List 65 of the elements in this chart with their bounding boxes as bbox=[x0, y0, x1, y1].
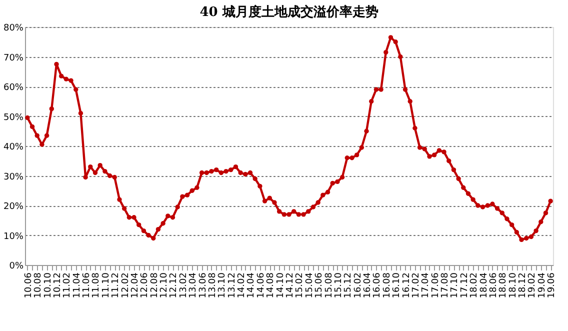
x-tick-label: 14.04 bbox=[246, 272, 257, 298]
x-tick-label: 13.04 bbox=[188, 272, 199, 298]
x-tick-label: 11.12 bbox=[111, 272, 122, 298]
x-tick-label: 12.10 bbox=[160, 272, 170, 298]
y-tick-label: 30% bbox=[3, 172, 24, 182]
x-tick-label: 12.08 bbox=[150, 272, 160, 298]
x-tick-label: 11.04 bbox=[72, 272, 82, 298]
x-tick-label: 17.10 bbox=[450, 272, 460, 298]
x-tick-label: 18.06 bbox=[488, 272, 499, 298]
x-tick-label: 19.02 bbox=[528, 272, 538, 298]
x-tick-label: 11.10 bbox=[101, 272, 112, 298]
y-tick-label: 40% bbox=[3, 142, 24, 152]
x-tick-label: 11.08 bbox=[92, 272, 102, 298]
x-tick-label: 13.10 bbox=[218, 272, 228, 298]
x-tick-label: 17.04 bbox=[421, 272, 432, 298]
y-tick-label: 20% bbox=[3, 202, 24, 212]
y-tick-label: 60% bbox=[3, 83, 24, 93]
x-tick-label: 18.08 bbox=[498, 272, 509, 298]
y-tick-label: 0% bbox=[9, 262, 24, 272]
x-tick-label: 13.08 bbox=[208, 272, 218, 298]
x-tick-label: 15.12 bbox=[344, 272, 354, 298]
x-tick-label: 12.04 bbox=[130, 272, 140, 298]
x-tick-label: 18.04 bbox=[479, 272, 490, 298]
x-tick-label: 14.12 bbox=[286, 272, 296, 298]
y-tick-label: 10% bbox=[3, 232, 24, 242]
x-tick-label: 16.06 bbox=[372, 272, 383, 298]
x-tick-label: 12.12 bbox=[169, 272, 180, 298]
x-tick-label: 12.06 bbox=[140, 272, 150, 298]
x-tick-label: 14.02 bbox=[237, 272, 248, 298]
x-tick-label: 15.06 bbox=[314, 272, 325, 298]
x-tick-label: 15.08 bbox=[324, 272, 334, 298]
x-tick-label: 10.10 bbox=[43, 272, 54, 298]
x-tick-label: 16.02 bbox=[353, 272, 364, 298]
x-tick-label: 12.02 bbox=[120, 272, 131, 298]
x-tick-label: 17.12 bbox=[460, 272, 470, 298]
x-tick-label: 10.12 bbox=[52, 272, 63, 298]
x-tick-label: 16.08 bbox=[382, 272, 392, 298]
x-tick-label: 17.02 bbox=[411, 272, 422, 298]
x-tick-label: 13.02 bbox=[178, 272, 189, 298]
x-tick-label: 13.12 bbox=[227, 272, 238, 298]
x-tick-label: 16.04 bbox=[363, 272, 374, 298]
x-tick-label: 11.06 bbox=[82, 272, 92, 298]
x-tick-label: 18.12 bbox=[518, 272, 528, 298]
x-tick-label: 10.08 bbox=[34, 272, 44, 298]
x-tick-label: 13.06 bbox=[198, 272, 208, 298]
x-tick-label: 17.08 bbox=[440, 272, 451, 298]
x-tick-label: 15.02 bbox=[295, 272, 306, 298]
x-tick-label: 16.10 bbox=[392, 272, 402, 298]
x-tick-label: 15.10 bbox=[334, 272, 344, 298]
x-tick-label: 14.10 bbox=[276, 272, 286, 298]
x-tick-label: 14.06 bbox=[256, 272, 266, 298]
x-tick-label: 11.02 bbox=[62, 272, 73, 298]
x-tick-label: 19.04 bbox=[537, 272, 548, 298]
x-tick-label: 18.02 bbox=[470, 272, 480, 298]
y-tick-label: 70% bbox=[3, 53, 24, 64]
x-tick-label: 14.08 bbox=[266, 272, 276, 298]
x-tick-label: 16.12 bbox=[402, 272, 412, 298]
x-tick-label: 19.06 bbox=[547, 272, 558, 298]
x-tick-label: 18.10 bbox=[508, 272, 518, 298]
y-tick-label: 50% bbox=[3, 112, 24, 123]
chart-title: 40 城月度土地成交溢价率走势 bbox=[200, 4, 378, 20]
y-tick-label: 80% bbox=[3, 24, 24, 34]
x-tick-label: 15.04 bbox=[304, 272, 315, 298]
x-tick-label: 17.06 bbox=[430, 272, 441, 298]
x-tick-label: 10.06 bbox=[24, 272, 34, 298]
